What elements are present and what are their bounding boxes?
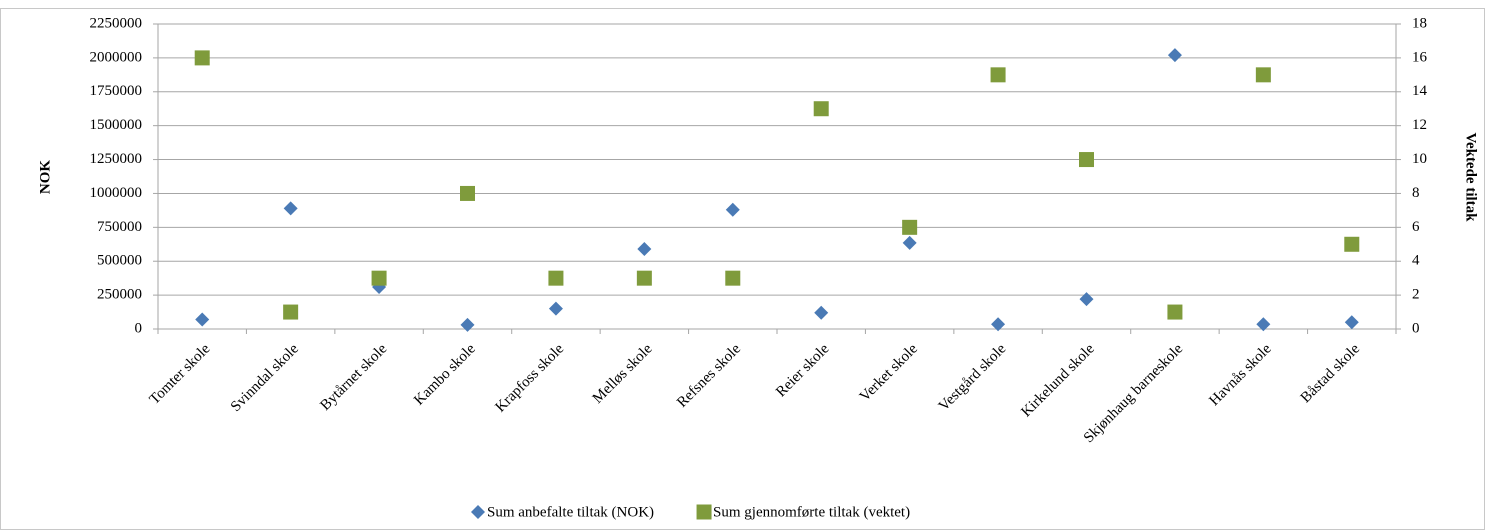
y2-axis-title: Vektede tiltak <box>1463 132 1479 222</box>
data-point <box>1079 292 1094 307</box>
data-point <box>195 312 210 327</box>
data-point <box>1079 152 1094 168</box>
x-tick-label: Krapfoss skole <box>493 341 568 416</box>
y-tick-label: 1500000 <box>90 117 143 133</box>
x-tick-label: Båstad skole <box>1298 341 1363 406</box>
data-point <box>814 305 829 320</box>
y-tick-label: 2000000 <box>90 49 143 65</box>
y2-tick-label: 10 <box>1412 151 1427 167</box>
x-tick-label: Tomter skole <box>147 341 214 408</box>
y2-tick-label: 14 <box>1412 83 1428 99</box>
data-point <box>1167 48 1182 63</box>
y2-tick-label: 0 <box>1412 320 1420 336</box>
data-point <box>902 219 918 235</box>
data-point <box>194 50 210 66</box>
y-tick-label: 1250000 <box>90 151 143 167</box>
data-point <box>1344 315 1359 330</box>
y2-tick-label: 18 <box>1412 15 1427 31</box>
y2-tick-label: 16 <box>1412 49 1428 65</box>
legend-marker <box>471 505 485 519</box>
data-point <box>990 67 1006 83</box>
chart-frame <box>0 8 1485 530</box>
data-point <box>1256 317 1271 332</box>
data-point <box>1344 236 1360 252</box>
y-tick-label: 500000 <box>97 253 142 269</box>
y2-tick-label: 12 <box>1412 117 1427 133</box>
data-point <box>637 242 652 257</box>
x-tick-label: Kambo skole <box>411 341 479 409</box>
x-tick-label: Skjønhaug barneskole <box>1081 341 1187 447</box>
x-tick-label: Vestgård skole <box>936 341 1010 415</box>
y-tick-label: 750000 <box>97 219 142 235</box>
data-point <box>813 101 829 117</box>
data-point <box>991 317 1006 332</box>
data-point <box>725 202 740 217</box>
y-tick-label: 2250000 <box>90 15 143 31</box>
data-point <box>1255 67 1271 83</box>
data-point <box>636 270 652 286</box>
x-tick-label: Reier skole <box>773 341 833 401</box>
legend-label: Sum gjennomførte tiltak (vektet) <box>713 504 910 520</box>
data-point <box>460 317 475 332</box>
legend-marker <box>696 504 712 520</box>
data-point <box>548 270 564 286</box>
x-tick-label: Svinndal skole <box>228 341 302 415</box>
y2-tick-label: 2 <box>1412 287 1420 303</box>
data-point <box>1167 304 1183 320</box>
y2-tick-label: 6 <box>1412 219 1420 235</box>
y-axis-title: NOK <box>37 160 53 195</box>
y-tick-label: 0 <box>135 320 143 336</box>
data-point <box>460 185 475 201</box>
x-tick-label: Kirkelund skole <box>1018 341 1098 421</box>
data-point <box>283 201 298 216</box>
x-tick-label: Verket skole <box>857 341 921 405</box>
data-point <box>371 270 387 286</box>
data-point <box>902 235 917 250</box>
y-tick-label: 1000000 <box>90 185 143 201</box>
data-point <box>548 301 563 316</box>
y2-tick-label: 8 <box>1412 185 1420 201</box>
y-tick-label: 250000 <box>97 287 142 303</box>
data-point <box>283 304 299 320</box>
legend-label: Sum anbefalte tiltak (NOK) <box>487 504 654 520</box>
y2-tick-label: 4 <box>1412 253 1420 269</box>
x-tick-label: Refsnes skole <box>674 341 744 411</box>
y-tick-label: 1750000 <box>90 83 143 99</box>
x-tick-label: Melløs skole <box>590 341 656 407</box>
data-point <box>725 270 741 286</box>
x-tick-label: Bytårnet skole <box>317 341 390 414</box>
x-tick-label: Havnås skole <box>1206 341 1274 409</box>
